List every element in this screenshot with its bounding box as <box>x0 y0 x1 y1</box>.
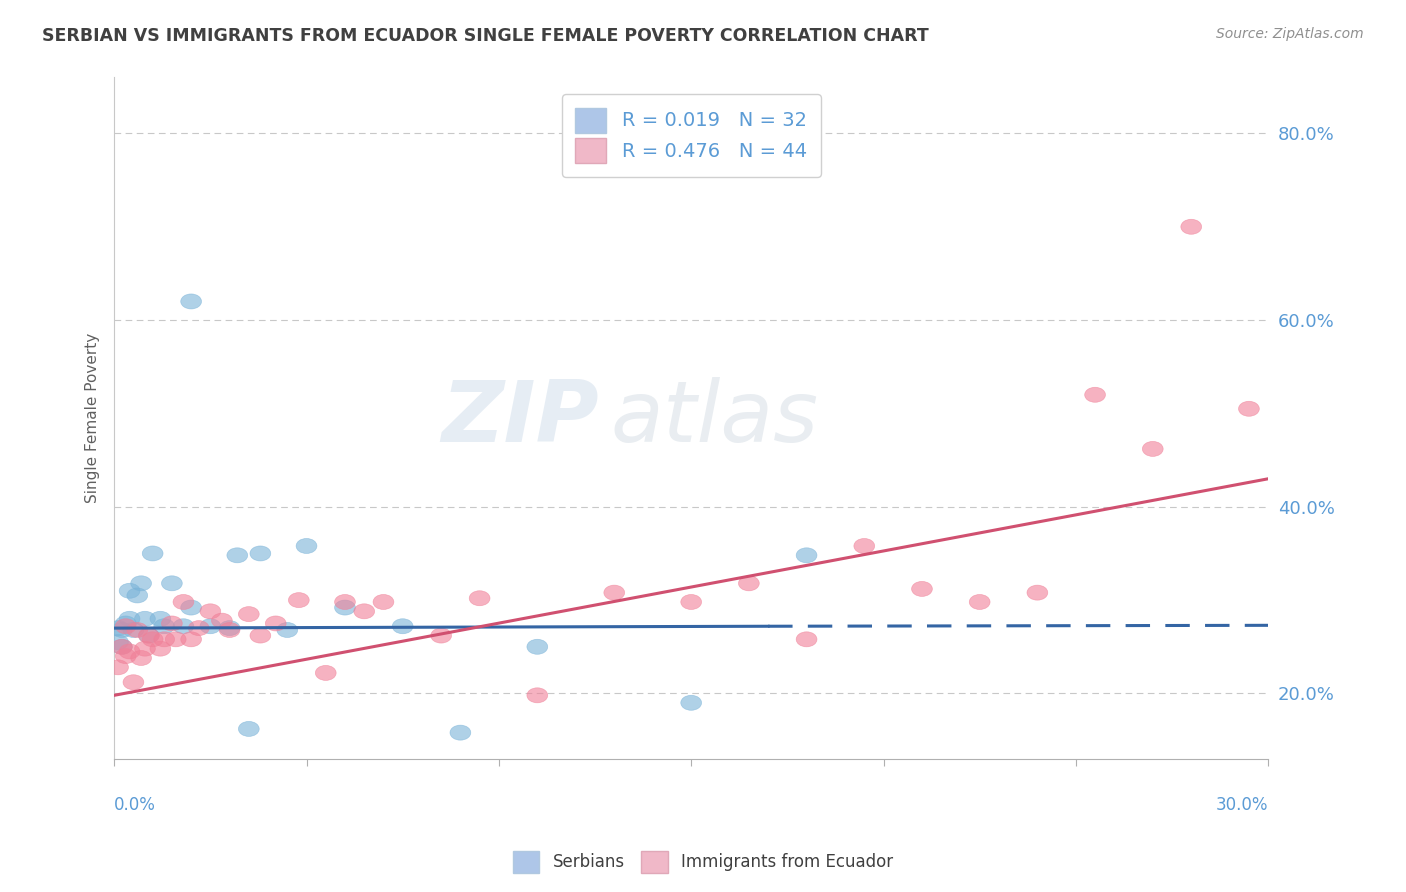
Ellipse shape <box>111 623 132 638</box>
Ellipse shape <box>138 628 159 643</box>
Ellipse shape <box>392 619 413 633</box>
Text: 0.0%: 0.0% <box>114 797 156 814</box>
Ellipse shape <box>173 619 194 633</box>
Ellipse shape <box>219 621 240 636</box>
Ellipse shape <box>111 640 132 654</box>
Ellipse shape <box>288 592 309 607</box>
Ellipse shape <box>373 594 394 609</box>
Ellipse shape <box>131 576 152 591</box>
Ellipse shape <box>120 583 141 599</box>
Ellipse shape <box>162 576 183 591</box>
Ellipse shape <box>738 576 759 591</box>
Ellipse shape <box>315 665 336 681</box>
Ellipse shape <box>297 539 316 553</box>
Text: atlas: atlas <box>610 376 818 459</box>
Ellipse shape <box>1084 387 1105 402</box>
Ellipse shape <box>108 634 128 649</box>
Ellipse shape <box>853 539 875 553</box>
Ellipse shape <box>450 725 471 740</box>
Ellipse shape <box>108 660 128 675</box>
Ellipse shape <box>200 619 221 633</box>
Ellipse shape <box>120 611 141 626</box>
Ellipse shape <box>173 594 194 609</box>
Ellipse shape <box>150 641 170 657</box>
Ellipse shape <box>969 594 990 609</box>
Ellipse shape <box>527 640 548 654</box>
Ellipse shape <box>108 621 128 636</box>
Ellipse shape <box>335 594 356 609</box>
Ellipse shape <box>354 604 374 619</box>
Ellipse shape <box>181 294 201 309</box>
Ellipse shape <box>200 604 221 619</box>
Ellipse shape <box>1239 401 1260 417</box>
Ellipse shape <box>1143 442 1163 457</box>
Text: SERBIAN VS IMMIGRANTS FROM ECUADOR SINGLE FEMALE POVERTY CORRELATION CHART: SERBIAN VS IMMIGRANTS FROM ECUADOR SINGL… <box>42 27 929 45</box>
Ellipse shape <box>166 632 186 647</box>
Ellipse shape <box>124 674 143 690</box>
Ellipse shape <box>150 611 170 626</box>
Ellipse shape <box>153 632 174 647</box>
Ellipse shape <box>211 613 232 628</box>
Ellipse shape <box>603 585 624 600</box>
Text: 30.0%: 30.0% <box>1216 797 1268 814</box>
Ellipse shape <box>239 722 259 737</box>
Ellipse shape <box>138 628 159 643</box>
Ellipse shape <box>1026 585 1047 600</box>
Ellipse shape <box>120 644 141 659</box>
Ellipse shape <box>219 623 240 638</box>
Ellipse shape <box>181 600 201 615</box>
Legend: Serbians, Immigrants from Ecuador: Serbians, Immigrants from Ecuador <box>506 845 900 880</box>
Ellipse shape <box>111 640 132 654</box>
Y-axis label: Single Female Poverty: Single Female Poverty <box>86 333 100 503</box>
Ellipse shape <box>796 548 817 563</box>
Ellipse shape <box>250 628 271 643</box>
Ellipse shape <box>430 628 451 643</box>
Ellipse shape <box>1181 219 1202 235</box>
Ellipse shape <box>188 621 209 636</box>
Ellipse shape <box>115 616 136 631</box>
Ellipse shape <box>135 611 155 626</box>
Ellipse shape <box>250 546 271 561</box>
Ellipse shape <box>681 695 702 710</box>
Ellipse shape <box>131 650 152 665</box>
Ellipse shape <box>162 616 183 631</box>
Ellipse shape <box>335 600 356 615</box>
Ellipse shape <box>911 582 932 597</box>
Ellipse shape <box>142 546 163 561</box>
Text: Source: ZipAtlas.com: Source: ZipAtlas.com <box>1216 27 1364 41</box>
Ellipse shape <box>124 623 143 638</box>
Ellipse shape <box>266 616 287 631</box>
Ellipse shape <box>142 632 163 647</box>
Ellipse shape <box>127 623 148 638</box>
Ellipse shape <box>239 607 259 622</box>
Ellipse shape <box>470 591 491 606</box>
Ellipse shape <box>681 594 702 609</box>
Ellipse shape <box>135 641 155 657</box>
Ellipse shape <box>527 688 548 703</box>
Ellipse shape <box>153 619 174 633</box>
Text: ZIP: ZIP <box>441 376 599 459</box>
Ellipse shape <box>181 632 201 647</box>
Legend: R = 0.019   N = 32, R = 0.476   N = 44: R = 0.019 N = 32, R = 0.476 N = 44 <box>561 94 821 177</box>
Ellipse shape <box>226 548 247 563</box>
Ellipse shape <box>115 619 136 633</box>
Ellipse shape <box>127 588 148 603</box>
Ellipse shape <box>115 648 136 664</box>
Ellipse shape <box>796 632 817 647</box>
Ellipse shape <box>277 623 298 638</box>
